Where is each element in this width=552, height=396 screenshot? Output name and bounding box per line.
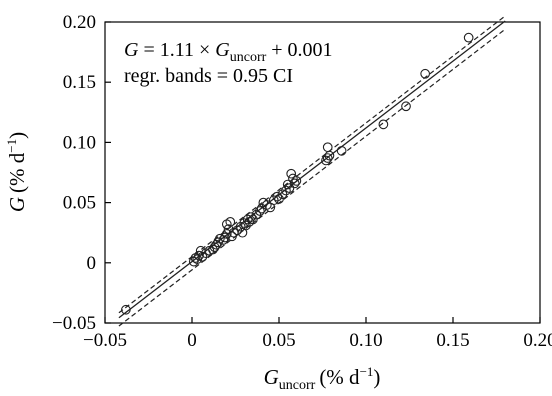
data-point [401, 101, 411, 112]
data-point [286, 168, 297, 179]
y-tick-label: 0.05 [63, 193, 96, 214]
x-tick-label: −0.05 [83, 330, 127, 351]
data-point [248, 214, 258, 225]
data-point [208, 244, 218, 255]
data-point [322, 153, 333, 163]
x-tick-label: 0.15 [436, 330, 469, 351]
x-tick-label: 0.05 [262, 330, 295, 351]
y-axis-title: G(% d−1) [4, 132, 29, 212]
x-axis-title: Guncorr (% d−1) [264, 364, 381, 393]
data-point [121, 304, 131, 315]
annotation-bands: regr. bands = 0.95 CI [124, 65, 293, 87]
data-point [272, 191, 283, 202]
data-point [336, 145, 347, 156]
data-point [321, 155, 331, 166]
data-point [232, 225, 243, 236]
data-point [239, 218, 250, 228]
data-point [378, 119, 389, 130]
regression-line [118, 20, 506, 319]
data-point [211, 239, 222, 250]
data-point [197, 251, 208, 262]
data-point [195, 245, 206, 256]
data-point [291, 176, 302, 186]
x-tick-label: 0.20 [523, 330, 552, 351]
y-tick-label: 0.20 [63, 12, 96, 33]
ci-lower-band [118, 28, 506, 327]
y-tick-label: −0.05 [52, 313, 96, 334]
data-point [225, 217, 236, 227]
data-point [255, 206, 265, 216]
data-point [274, 194, 284, 204]
data-point [218, 235, 229, 245]
y-tick-label: 0.15 [63, 72, 96, 93]
y-tick-label: 0 [87, 253, 97, 274]
x-tick-label: 0 [187, 330, 197, 351]
data-point [268, 195, 279, 206]
y-tick-label: 0.10 [63, 132, 96, 153]
data-point [277, 189, 288, 200]
data-point [463, 32, 474, 43]
plot-frame [104, 21, 541, 324]
annotation-equation: G = 1.11 × Guncorr + 0.001 [124, 39, 333, 65]
data-point [209, 242, 220, 252]
x-tick-label: 0.10 [349, 330, 382, 351]
data-points [121, 32, 474, 315]
data-point [420, 68, 431, 79]
data-point [241, 220, 251, 231]
data-point [289, 178, 300, 189]
data-point [284, 183, 295, 194]
data-point [324, 150, 335, 161]
axis-ticks: −0.05 0 0.05 0.10 0.15 0.20 −0.05 0 0.05 0.10 0.15… [52, 12, 552, 351]
regression-lines [118, 15, 506, 327]
data-point [251, 209, 262, 220]
data-point [246, 212, 257, 222]
ci-upper-band [118, 15, 506, 314]
data-point [221, 229, 232, 239]
data-point [235, 221, 246, 232]
data-point [322, 142, 333, 153]
